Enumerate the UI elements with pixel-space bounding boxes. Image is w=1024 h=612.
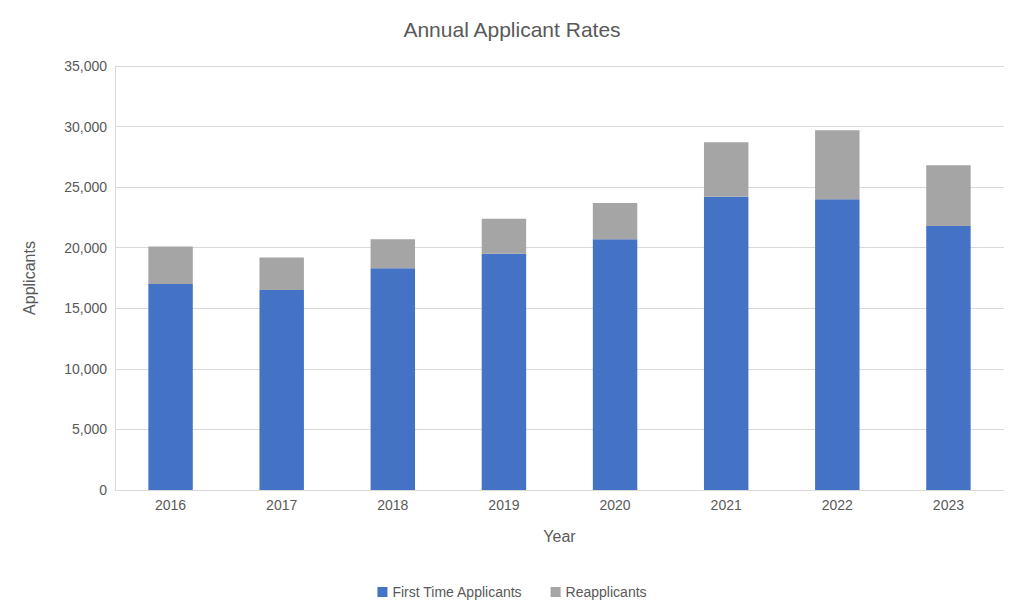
svg-text:0: 0 xyxy=(99,482,107,498)
svg-text:5,000: 5,000 xyxy=(72,421,107,437)
svg-text:2018: 2018 xyxy=(377,497,408,513)
svg-text:10,000: 10,000 xyxy=(64,361,107,377)
svg-text:2019: 2019 xyxy=(488,497,519,513)
svg-text:35,000: 35,000 xyxy=(64,58,107,74)
svg-text:Annual Applicant Rates: Annual Applicant Rates xyxy=(403,18,620,41)
svg-text:2016: 2016 xyxy=(155,497,186,513)
svg-text:2020: 2020 xyxy=(599,497,630,513)
svg-text:Applicants: Applicants xyxy=(21,241,38,315)
svg-text:First Time Applicants: First Time Applicants xyxy=(392,584,521,600)
svg-text:2021: 2021 xyxy=(711,497,742,513)
svg-text:25,000: 25,000 xyxy=(64,179,107,195)
svg-text:20,000: 20,000 xyxy=(64,240,107,256)
svg-text:2022: 2022 xyxy=(822,497,853,513)
svg-text:30,000: 30,000 xyxy=(64,119,107,135)
svg-text:2017: 2017 xyxy=(266,497,297,513)
svg-text:15,000: 15,000 xyxy=(64,300,107,316)
svg-text:2023: 2023 xyxy=(933,497,964,513)
svg-text:Reapplicants: Reapplicants xyxy=(566,584,647,600)
svg-text:Year: Year xyxy=(543,528,576,545)
